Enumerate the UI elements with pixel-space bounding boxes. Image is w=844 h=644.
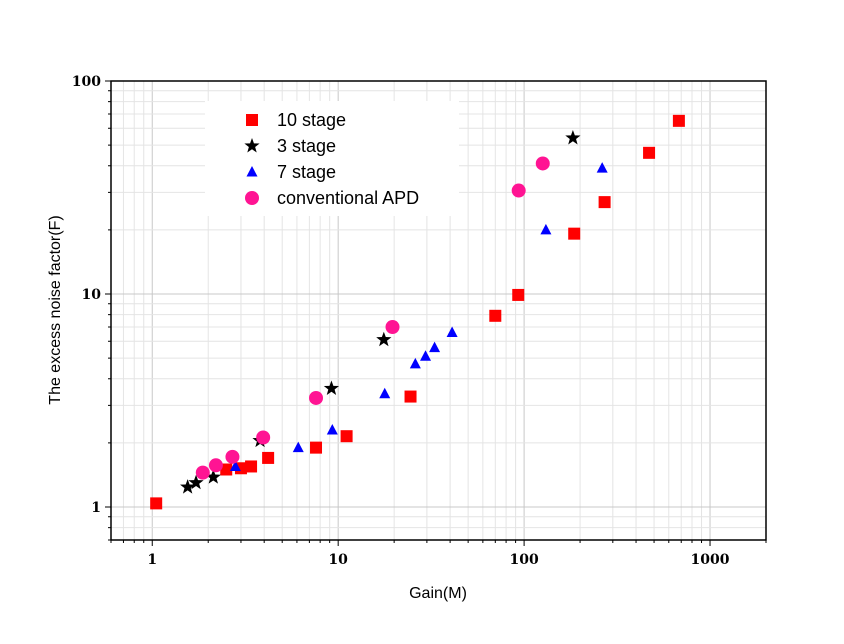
axes (110, 80, 767, 541)
data-point-square (512, 288, 525, 301)
legend-marker-square (246, 114, 258, 126)
series-conventional-apd (195, 156, 550, 480)
y-axis-ticks: 1 10 100 (72, 74, 111, 541)
data-point-square (404, 390, 417, 403)
data-point-square (340, 430, 353, 443)
data-point-square (598, 196, 611, 209)
data-point-circle (511, 183, 526, 198)
data-point-square (568, 227, 581, 240)
data-point-triangle (292, 441, 304, 453)
x-tick-label: 100 (509, 552, 538, 568)
legend-marker-circle (245, 191, 259, 205)
data-point-triangle (379, 387, 391, 399)
series-10-stage (150, 114, 685, 510)
series-7-stage (229, 162, 608, 471)
data-point-square (245, 460, 258, 473)
y-tick-label: 100 (72, 74, 101, 90)
data-point-square (489, 309, 502, 322)
data-point-star (188, 474, 204, 490)
data-point-circle (256, 430, 271, 445)
data-point-triangle (409, 357, 421, 369)
data-point-star (376, 331, 392, 347)
data-point-triangle (326, 423, 338, 435)
data-point-square (643, 146, 656, 159)
y-tick-label: 10 (82, 287, 102, 303)
data-point-circle (309, 390, 324, 405)
data-point-circle (535, 156, 550, 171)
plot-frame (110, 80, 767, 541)
data-point-star (565, 130, 581, 145)
data-points (150, 114, 685, 510)
data-point-square (262, 451, 275, 464)
data-point-square (150, 497, 163, 510)
legend-marker-star (244, 138, 260, 153)
legend: 10 stage 3 stage 7 stage conventional APD (205, 101, 459, 216)
data-point-triangle (446, 326, 458, 337)
legend-label: 7 stage (277, 162, 336, 182)
legend-marker-triangle (246, 166, 258, 177)
legend-label: 10 stage (277, 110, 346, 130)
data-point-square (234, 462, 247, 475)
data-point-star (205, 469, 221, 484)
data-point-circle (385, 319, 400, 334)
x-tick-label: 1 (147, 552, 157, 568)
y-tick-label: 1 (91, 500, 101, 516)
data-point-circle (195, 465, 210, 480)
y-axis-label: The excess noise factor(F) (47, 215, 64, 404)
data-point-triangle (540, 223, 552, 235)
x-tick-label: 10 (328, 552, 348, 568)
data-point-triangle (420, 350, 432, 361)
data-point-triangle (596, 162, 608, 173)
data-point-square (672, 114, 685, 127)
data-point-star (180, 479, 196, 494)
data-point-triangle (429, 341, 441, 353)
data-point-circle (208, 458, 223, 473)
data-point-square (310, 441, 323, 454)
legend-items: 10 stage 3 stage 7 stage conventional APD (244, 110, 419, 208)
data-point-star (323, 380, 340, 395)
data-point-triangle (229, 460, 241, 471)
x-tick-label: 1000 (691, 552, 730, 568)
data-point-square (220, 463, 233, 476)
x-axis-label: Gain(M) (409, 585, 467, 602)
legend-label: conventional APD (277, 188, 419, 208)
x-axis-ticks: 1 10 100 1000 (110, 540, 767, 568)
legend-label: 3 stage (277, 136, 336, 156)
data-point-circle (225, 449, 240, 464)
